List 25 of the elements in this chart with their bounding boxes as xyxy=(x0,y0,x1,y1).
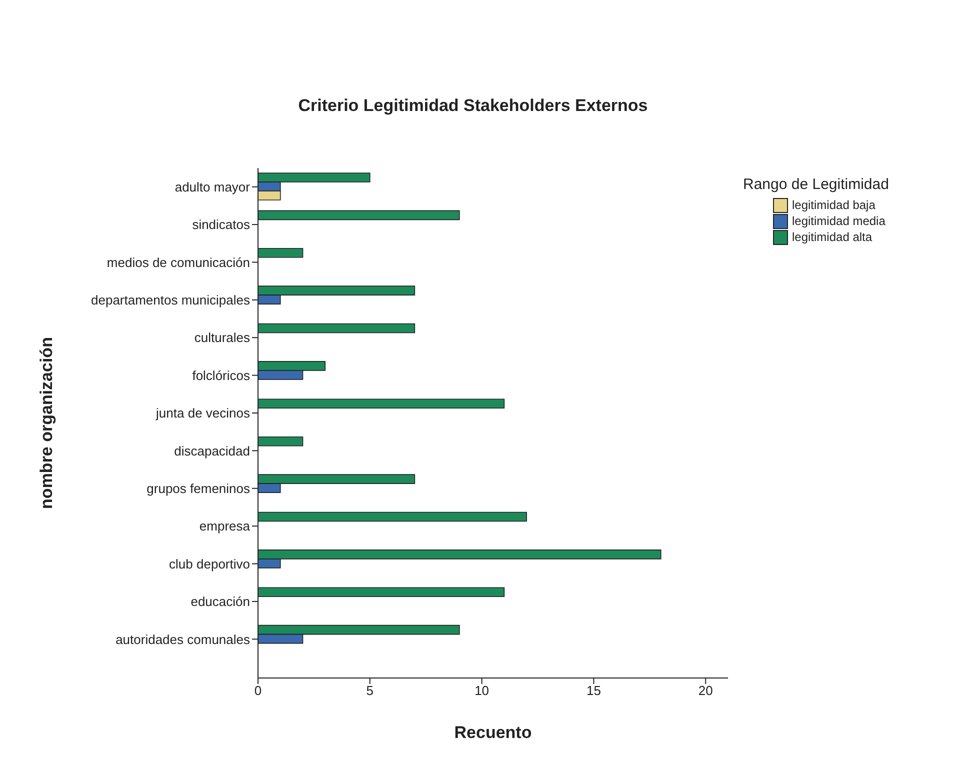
y-tick-label: medios de comunicación xyxy=(106,254,250,270)
legend-label: legitimidad alta xyxy=(791,229,874,245)
x-tick-label: 5 xyxy=(366,683,374,698)
legend-label: legitimidad baja xyxy=(791,197,876,213)
legend-title: Rango de Legitimidad xyxy=(743,176,889,193)
chart-title: Criterio Legitimidad Stakeholders Externos xyxy=(297,96,649,116)
y-tick-label: grupos femeninos xyxy=(146,481,250,496)
x-tick-label: 20 xyxy=(698,683,713,698)
y-tick-label: discapacidad xyxy=(174,443,250,458)
x-tick-label: 0 xyxy=(254,683,262,698)
legend-label: legitimidad media xyxy=(791,213,886,229)
y-tick-label: empresa xyxy=(199,518,251,534)
y-tick-label: adulto mayor xyxy=(174,179,251,194)
x-axis-title: Recuento xyxy=(454,723,532,742)
y-tick-label: junta de vecinos xyxy=(155,406,250,421)
y-tick-label: sindicatos xyxy=(192,217,250,232)
x-tick-label: 10 xyxy=(474,683,490,698)
y-tick-label: educación xyxy=(190,594,250,610)
y-tick-label: club deportivo xyxy=(169,556,250,572)
y-tick-label: culturales xyxy=(194,330,250,346)
x-tick-label: 15 xyxy=(586,683,601,698)
y-axis-title: nombre organización xyxy=(37,337,56,509)
y-tick-label: autoridades comunales xyxy=(116,632,250,647)
y-tick-label: departamentos municipales xyxy=(91,292,250,308)
y-tick-label: folclóricos xyxy=(192,368,250,383)
